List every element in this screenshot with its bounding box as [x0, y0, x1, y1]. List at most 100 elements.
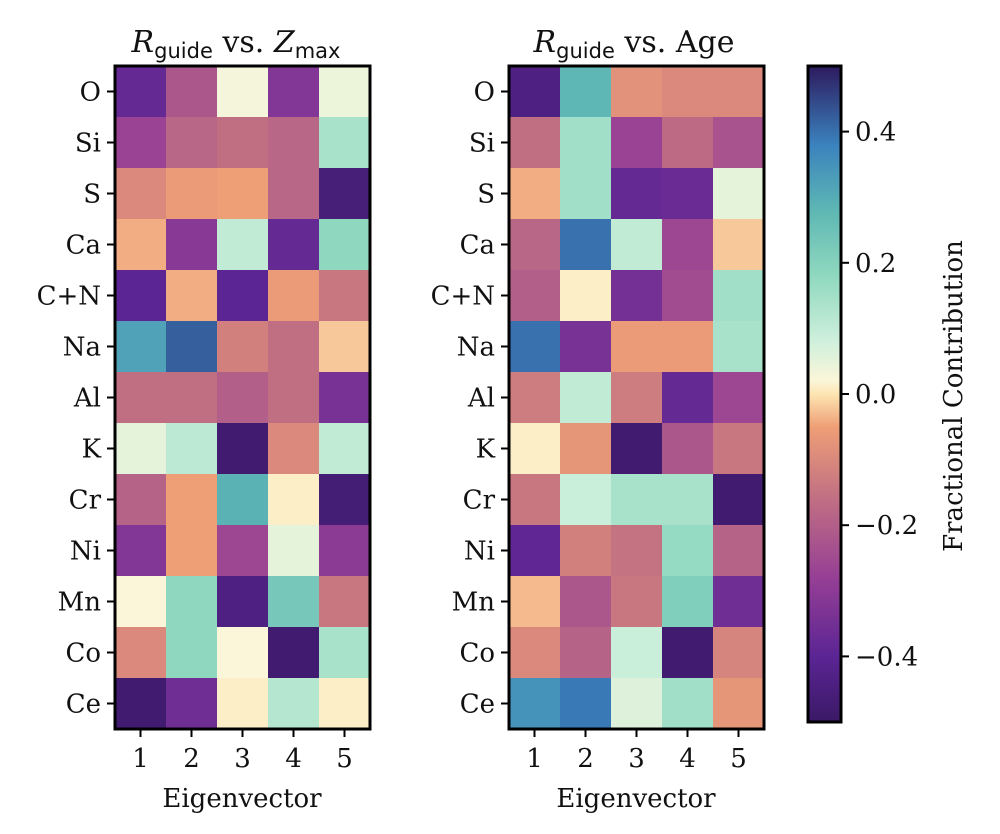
y-tick-label: Cr [463, 486, 496, 516]
heatmap-cell [268, 219, 320, 271]
heatmap-cell [662, 117, 714, 169]
heatmap-cell [217, 525, 269, 577]
x-tick-label: 3 [628, 744, 645, 774]
heatmap-cell [217, 678, 269, 730]
heatmap-cell [319, 423, 371, 475]
heatmap-cell [509, 525, 561, 577]
heatmap-cell [166, 168, 218, 220]
y-tick-label: Ni [70, 537, 101, 567]
heatmap-cell [713, 168, 765, 220]
heatmap-cell [509, 627, 561, 679]
heatmap-cell [319, 474, 371, 526]
y-tick-label: Ca [66, 231, 101, 261]
heatmap-cell [115, 627, 167, 679]
x-tick-label: 4 [285, 744, 302, 774]
x-axis-label-zmax: Eigenvector [162, 784, 322, 814]
heatmap-cell [611, 321, 663, 373]
heatmap-cell [217, 627, 269, 679]
heatmap-cell [713, 117, 765, 169]
heatmap-cell [166, 219, 218, 271]
y-axis-ticks-zmax: O Si S Ca C+N Na Al K Cr Ni Mn Co Ce [37, 78, 115, 720]
heatmap-cell [166, 525, 218, 577]
heatmap-cell [509, 66, 561, 118]
y-axis-ticks-age: O Si S Ca C+N Na Al K Cr Ni Mn Co Ce [431, 78, 509, 720]
x-tick-label: 1 [526, 744, 543, 774]
heatmap-cell [560, 66, 612, 118]
heatmap-cell [560, 678, 612, 730]
x-axis-label-age: Eigenvector [556, 784, 716, 814]
heatmap-cell [662, 321, 714, 373]
y-tick-label: Co [459, 639, 495, 669]
x-tick-label: 2 [577, 744, 594, 774]
heatmap-cell [560, 423, 612, 475]
heatmap-cell [662, 372, 714, 424]
heatmap-cell [509, 270, 561, 322]
heatmap-cell [166, 423, 218, 475]
heatmap-cell [611, 678, 663, 730]
y-tick-label: Si [469, 129, 495, 159]
heatmap-cell [560, 168, 612, 220]
colorbar-tick-label: −0.4 [855, 642, 918, 672]
x-tick-label: 5 [730, 744, 747, 774]
heatmap-cell [115, 219, 167, 271]
heatmap-cell [713, 525, 765, 577]
heatmap-cell [611, 423, 663, 475]
y-tick-label: S [83, 180, 101, 210]
colorbar-gradient [808, 66, 841, 722]
heatmap-cell [560, 117, 612, 169]
heatmap-cell [115, 372, 167, 424]
heatmap-cell [319, 66, 371, 118]
heatmap-cell [713, 219, 765, 271]
heatmap-cell [115, 423, 167, 475]
heatmap-cell [319, 321, 371, 373]
heatmap-cell [115, 321, 167, 373]
heatmap-cell [115, 168, 167, 220]
heatmap-cell [319, 117, 371, 169]
heatmap-cell [560, 372, 612, 424]
y-tick-label: Ce [66, 690, 101, 720]
heatmap-cell [217, 168, 269, 220]
heatmap-cell [611, 525, 663, 577]
y-tick-label: C+N [37, 282, 101, 312]
heatmap-cell [662, 270, 714, 322]
heatmap-cell [611, 576, 663, 628]
heatmap-cell [662, 168, 714, 220]
heatmap-cell [662, 219, 714, 271]
heatmap-cell [217, 474, 269, 526]
heatmap-cell [662, 627, 714, 679]
heatmap-cell [713, 321, 765, 373]
heatmap-cell [319, 576, 371, 628]
panel-title-age: Rguide vs. Age [533, 25, 735, 63]
heatmap-cell [268, 423, 320, 475]
heatmap-cell [611, 168, 663, 220]
heatmap-cell [217, 423, 269, 475]
heatmap-cell [319, 678, 371, 730]
heatmap-cell [509, 321, 561, 373]
y-tick-label: S [477, 180, 495, 210]
heatmap-cell [268, 117, 320, 169]
heatmap-cell [560, 627, 612, 679]
heatmap-cell [166, 66, 218, 118]
heatmap-cell [713, 627, 765, 679]
heatmap-cell [268, 474, 320, 526]
heatmap-cell [268, 678, 320, 730]
panel-title-zmax: Rguide vs. Zmax [131, 25, 341, 63]
heatmap-cell [713, 678, 765, 730]
heatmap-cell [115, 270, 167, 322]
heatmap-cell [713, 474, 765, 526]
heatmap-cell [268, 576, 320, 628]
heatmap-cell [611, 474, 663, 526]
heatmap-cell [713, 576, 765, 628]
heatmap-cell [509, 372, 561, 424]
heatmap-cell [509, 219, 561, 271]
heatmap-cell [268, 66, 320, 118]
heatmap-cell [319, 270, 371, 322]
x-tick-label: 3 [234, 744, 251, 774]
y-tick-label: Cr [69, 486, 102, 516]
heatmap-cell [217, 117, 269, 169]
y-tick-label: C+N [431, 282, 495, 312]
y-tick-label: Si [75, 129, 101, 159]
heatmap-cell [319, 372, 371, 424]
y-tick-label: Mn [452, 588, 496, 618]
heatmap-cell [611, 117, 663, 169]
